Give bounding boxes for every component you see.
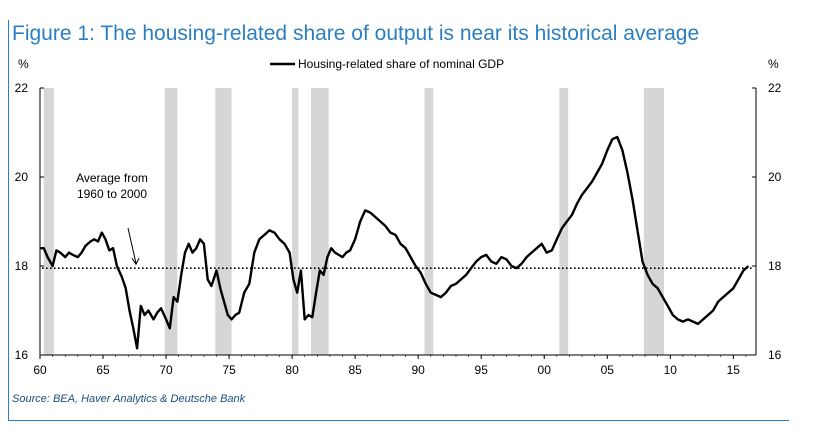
recession-band bbox=[424, 88, 434, 355]
y-tick-label-left: 16 bbox=[15, 348, 29, 362]
y-unit-right: % bbox=[768, 57, 779, 71]
x-tick-label: 80 bbox=[285, 363, 299, 377]
x-tick-label: 70 bbox=[159, 363, 173, 377]
recession-band bbox=[311, 88, 329, 355]
series-line bbox=[40, 135, 750, 350]
recession-shading bbox=[43, 88, 664, 355]
x-tick-label: 90 bbox=[411, 363, 425, 377]
recession-band bbox=[164, 88, 178, 355]
figure-frame bbox=[8, 20, 789, 421]
legend: Housing-related share of nominal GDP bbox=[270, 57, 504, 71]
x-tick-label: 05 bbox=[601, 363, 615, 377]
x-tick-label: 85 bbox=[348, 363, 362, 377]
y-tick-label-left: 20 bbox=[15, 170, 29, 184]
axis-labels: 16 16 18 18 20 20 22 22 60 65 70 75 80 85 90 95 00 05 10 15… bbox=[15, 57, 782, 377]
x-tick-label: 00 bbox=[538, 363, 552, 377]
source-note: Source: BEA, Haver Analytics & Deutsche … bbox=[12, 393, 246, 405]
legend-label: Housing-related share of nominal GDP bbox=[298, 57, 504, 71]
recession-band bbox=[559, 88, 569, 355]
axis-ticks bbox=[39, 87, 757, 359]
y-tick-label-right: 16 bbox=[768, 348, 782, 362]
y-tick-label-left: 18 bbox=[15, 259, 29, 273]
average-label-line1: Average from bbox=[76, 171, 148, 185]
average-arrow-shaft bbox=[127, 227, 137, 264]
figure-title: Figure 1: The housing-related share of o… bbox=[12, 22, 700, 45]
x-tick-label: 65 bbox=[96, 363, 110, 377]
y-unit-left: % bbox=[18, 57, 29, 71]
series-group bbox=[40, 135, 750, 350]
y-tick-label-right: 22 bbox=[768, 81, 782, 95]
x-tick-label: 60 bbox=[33, 363, 47, 377]
y-tick-label-right: 18 bbox=[768, 259, 782, 273]
recession-band bbox=[643, 88, 664, 355]
x-tick-label: 75 bbox=[222, 363, 236, 377]
x-tick-label: 95 bbox=[475, 363, 489, 377]
recession-band bbox=[43, 88, 54, 355]
x-tick-label: 15 bbox=[727, 363, 741, 377]
y-tick-label-right: 20 bbox=[768, 170, 782, 184]
average-label-line2: 1960 to 2000 bbox=[77, 187, 147, 201]
x-tick-label: 10 bbox=[664, 363, 678, 377]
average-arrow-head bbox=[131, 257, 140, 266]
y-tick-label-left: 22 bbox=[15, 81, 29, 95]
recession-band bbox=[292, 88, 299, 355]
average-line-group: Average from 1960 to 2000 bbox=[42, 171, 754, 270]
